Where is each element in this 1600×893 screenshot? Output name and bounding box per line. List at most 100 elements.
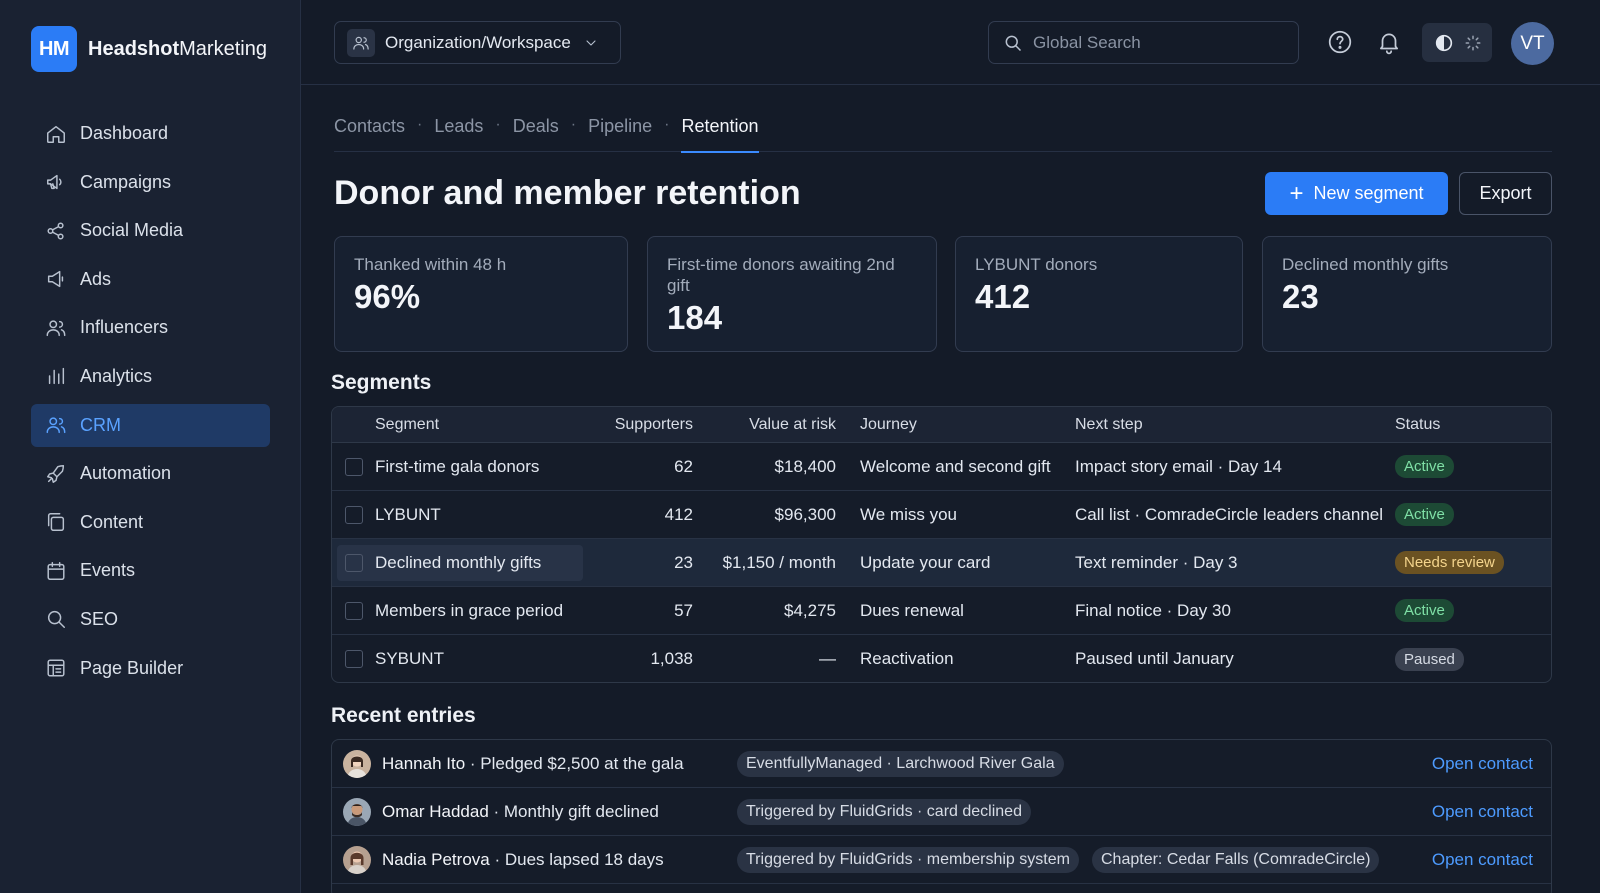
- new-segment-button[interactable]: + New segment: [1265, 172, 1448, 215]
- sidebar-item-analytics[interactable]: Analytics: [31, 355, 270, 398]
- row-checkbox[interactable]: [345, 650, 363, 668]
- plus-icon: +: [1289, 179, 1304, 207]
- tab-pipeline[interactable]: Pipeline: [588, 116, 653, 136]
- sidebar-nav: Dashboard Campaigns Social Media Ads Inf…: [31, 112, 270, 695]
- tab-separator: ·: [570, 116, 577, 133]
- tab-leads[interactable]: Leads: [434, 116, 484, 136]
- segment-name: Declined monthly gifts: [375, 552, 542, 572]
- search-input[interactable]: [1033, 32, 1273, 53]
- user-avatar[interactable]: VT: [1511, 22, 1554, 65]
- sidebar-item-label: Campaigns: [80, 171, 172, 192]
- bell-icon[interactable]: [1376, 29, 1402, 55]
- row-checkbox[interactable]: [345, 601, 363, 620]
- col-journey[interactable]: Journey: [860, 415, 917, 433]
- sidebar-item-automation[interactable]: Automation: [31, 452, 270, 495]
- tab-contacts[interactable]: Contacts: [334, 116, 406, 136]
- status-badge: Active: [1395, 503, 1454, 526]
- entry-text: Omar Haddad · Monthly gift declined: [382, 802, 659, 822]
- sidebar-item-seo[interactable]: SEO: [31, 598, 270, 641]
- col-supporters[interactable]: Supporters: [614, 415, 693, 433]
- row-hover-highlight: [337, 545, 583, 581]
- row-checkbox[interactable]: [345, 505, 363, 524]
- kpi-label: LYBUNT donors: [975, 255, 1098, 274]
- next-step: Paused until January: [1075, 649, 1234, 668]
- row-checkbox[interactable]: [345, 457, 363, 476]
- value-at-risk: $1,150 / month: [722, 552, 836, 572]
- search-icon: [45, 608, 67, 630]
- kpi-label: First-time donors awaiting 2nd gift: [667, 255, 895, 295]
- brand-logo[interactable]: HM HeadshotMarketing: [31, 26, 267, 72]
- entry-name: Nadia Petrova: [382, 850, 490, 869]
- table-row[interactable]: SYBUNT 1,038 — Reactivation Paused until…: [332, 635, 1551, 682]
- export-button[interactable]: Export: [1459, 172, 1552, 215]
- help-icon[interactable]: [1327, 29, 1353, 55]
- sidebar-item-events[interactable]: Events: [31, 549, 270, 592]
- list-item: Omar Haddad · Monthly gift declined Trig…: [332, 788, 1551, 836]
- segment-name: LYBUNT: [375, 504, 441, 524]
- copy-icon: [45, 511, 67, 533]
- kpi-card-declined: Declined monthly gifts 23: [1262, 236, 1552, 352]
- kpi-value: 23: [1282, 278, 1319, 315]
- contrast-icon[interactable]: [1433, 32, 1455, 54]
- sun-icon[interactable]: [1464, 34, 1482, 52]
- kpi-card-lybunt: LYBUNT donors 412: [955, 236, 1243, 352]
- kpi-value: 96%: [354, 278, 421, 315]
- status-badge: Paused: [1395, 647, 1464, 671]
- open-contact-link[interactable]: Open contact: [1431, 850, 1533, 869]
- page-title: Donor and member retention: [334, 174, 801, 212]
- brand-name-rest: Marketing: [179, 37, 267, 60]
- status-badge: Needs review: [1395, 551, 1504, 574]
- next-step: Impact story email · Day 14: [1075, 456, 1282, 476]
- list-item: Nadia Petrova · Dues lapsed 18 days Trig…: [332, 836, 1551, 884]
- sidebar-item-social-media[interactable]: Social Media: [31, 209, 270, 252]
- entry-name: Omar Haddad: [382, 802, 489, 821]
- sidebar-item-label: Dashboard: [80, 123, 169, 143]
- sidebar-item-crm[interactable]: CRM: [31, 403, 270, 447]
- supporters: 1,038: [650, 649, 693, 668]
- sidebar-item-page-builder[interactable]: Page Builder: [31, 647, 270, 690]
- sidebar-item-ads[interactable]: Ads: [31, 258, 270, 301]
- table-row[interactable]: Members in grace period 57 $4,275 Dues r…: [332, 587, 1551, 635]
- col-value-at-risk[interactable]: Value at risk: [749, 415, 836, 433]
- table-row[interactable]: First-time gala donors 62 $18,400 Welcom…: [332, 443, 1551, 491]
- sidebar-item-content[interactable]: Content: [31, 501, 270, 544]
- col-segment[interactable]: Segment: [375, 415, 440, 433]
- sidebar-item-influencers[interactable]: Influencers: [31, 306, 270, 349]
- users-icon: [45, 317, 67, 339]
- sidebar-item-label: Content: [80, 511, 144, 532]
- supporters: 23: [674, 552, 693, 572]
- sidebar-item-campaigns[interactable]: Campaigns: [31, 161, 270, 204]
- sidebar-item-label: Social Media: [80, 220, 184, 241]
- theme-toggle[interactable]: [1422, 23, 1492, 62]
- source-chip: Triggered by FluidGrids · membership sys…: [737, 847, 1079, 873]
- table-row[interactable]: Declined monthly gifts 23 $1,150 / month…: [332, 539, 1551, 587]
- entry-text: Nadia Petrova · Dues lapsed 18 days: [382, 850, 664, 870]
- open-contact-link[interactable]: Open contact: [1431, 802, 1533, 821]
- row-checkbox[interactable]: [345, 553, 363, 572]
- table-header: Segment Supporters Value at risk Journey…: [332, 407, 1551, 443]
- rocket-icon: [45, 463, 67, 485]
- table-row[interactable]: LYBUNT 412 $96,300 We miss you Call list…: [332, 491, 1551, 539]
- topbar: Organization/Workspace VT: [301, 0, 1600, 85]
- sidebar-item-dashboard[interactable]: Dashboard: [31, 112, 270, 155]
- col-status[interactable]: Status: [1395, 415, 1441, 433]
- tab-separator: ·: [664, 116, 670, 133]
- tab-retention[interactable]: Retention: [681, 112, 759, 153]
- brand-name-bold: Headshot: [88, 37, 180, 60]
- journey: Welcome and second gift: [860, 456, 1051, 476]
- tab-deals[interactable]: Deals: [512, 116, 559, 136]
- sidebar-item-label: Influencers: [80, 317, 169, 338]
- next-step: Text reminder · Day 3: [1075, 552, 1238, 572]
- chevron-down-icon: [583, 35, 599, 51]
- workspace-switcher[interactable]: Organization/Workspace: [334, 21, 621, 64]
- search-icon: [1005, 35, 1022, 51]
- open-contact-link[interactable]: Open contact: [1431, 754, 1533, 773]
- kpi-label: Declined monthly gifts: [1282, 255, 1449, 274]
- next-step: Final notice · Day 30: [1075, 600, 1231, 620]
- recent-entries-title: Recent entries: [331, 704, 476, 727]
- journey: Reactivation: [860, 649, 954, 668]
- chapter-chip: Chapter: Cedar Falls (ComradeCircle): [1092, 847, 1380, 873]
- col-next-step[interactable]: Next step: [1075, 415, 1143, 433]
- sidebar-item-label: Page Builder: [80, 657, 184, 678]
- supporters: 57: [674, 600, 693, 620]
